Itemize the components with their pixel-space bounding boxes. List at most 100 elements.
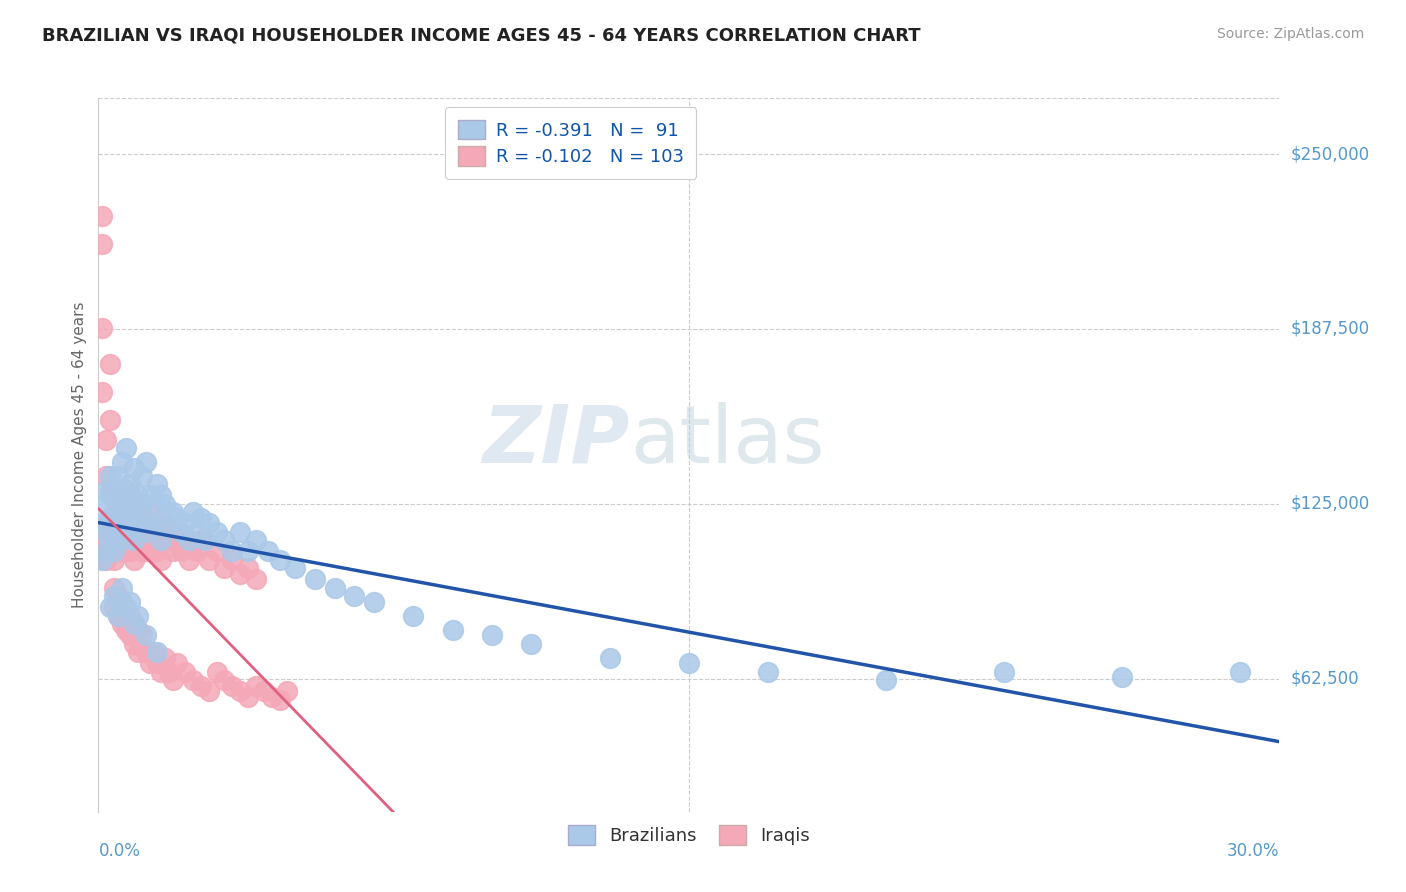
Point: [599, 650, 621, 665]
Point: [91, 384, 114, 399]
Point: [155, 497, 177, 511]
Point: [107, 497, 129, 511]
Point: [107, 524, 129, 539]
Point: [98, 511, 121, 525]
Point: [131, 628, 153, 642]
Point: [142, 497, 165, 511]
Point: [276, 684, 298, 698]
Point: [221, 544, 243, 558]
Point: [118, 488, 141, 502]
Point: [269, 553, 291, 567]
Point: [146, 657, 169, 671]
Point: [197, 516, 219, 531]
Point: [103, 589, 125, 603]
Point: [127, 533, 149, 548]
Text: atlas: atlas: [630, 401, 824, 480]
Point: [756, 665, 779, 679]
Point: [118, 608, 141, 623]
Point: [127, 623, 149, 637]
Point: [96, 544, 118, 558]
Point: [115, 623, 138, 637]
Point: [111, 581, 134, 595]
Point: [103, 600, 125, 615]
Point: [181, 505, 204, 519]
Point: [138, 657, 160, 671]
Point: [190, 679, 212, 693]
Point: [138, 488, 160, 502]
Point: [194, 533, 217, 548]
Point: [1229, 665, 1251, 679]
Point: [166, 511, 188, 525]
Point: [205, 524, 228, 539]
Point: [245, 573, 267, 587]
Text: $187,500: $187,500: [1291, 320, 1369, 338]
Point: [481, 628, 503, 642]
Point: [127, 516, 149, 531]
Point: [107, 608, 129, 623]
Point: [138, 505, 160, 519]
Point: [122, 617, 145, 632]
Point: [96, 469, 118, 483]
Point: [118, 505, 141, 519]
Point: [155, 516, 177, 531]
Point: [166, 657, 188, 671]
Point: [221, 679, 243, 693]
Point: [122, 533, 145, 548]
Point: [205, 544, 228, 558]
Point: [174, 665, 197, 679]
Point: [146, 477, 169, 491]
Point: [157, 533, 180, 548]
Point: [229, 566, 252, 581]
Point: [115, 600, 138, 615]
Point: [214, 673, 236, 688]
Point: [98, 533, 121, 548]
Point: [127, 516, 149, 531]
Point: [1111, 670, 1133, 684]
Point: [135, 645, 157, 659]
Point: [170, 544, 193, 558]
Point: [174, 516, 197, 531]
Point: [441, 623, 464, 637]
Point: [875, 673, 897, 688]
Point: [96, 524, 118, 539]
Point: [135, 524, 157, 539]
Point: [170, 524, 193, 539]
Point: [162, 505, 184, 519]
Point: [181, 539, 204, 553]
Point: [122, 497, 145, 511]
Point: [91, 236, 114, 251]
Point: [96, 544, 118, 558]
Point: [91, 533, 114, 548]
Point: [236, 561, 259, 575]
Point: [402, 608, 425, 623]
Point: [127, 608, 149, 623]
Y-axis label: Householder Income Ages 45 - 64 years: Householder Income Ages 45 - 64 years: [72, 301, 87, 608]
Point: [135, 524, 157, 539]
Point: [146, 544, 169, 558]
Point: [150, 665, 173, 679]
Point: [111, 511, 134, 525]
Point: [245, 533, 267, 548]
Point: [142, 645, 165, 659]
Point: [103, 581, 125, 595]
Point: [138, 516, 160, 531]
Point: [98, 469, 121, 483]
Legend: Brazilians, Iraqis: Brazilians, Iraqis: [557, 814, 821, 856]
Point: [122, 617, 145, 632]
Point: [103, 505, 125, 519]
Point: [91, 320, 114, 334]
Point: [115, 544, 138, 558]
Point: [107, 488, 129, 502]
Point: [111, 497, 134, 511]
Point: [186, 544, 208, 558]
Point: [146, 524, 169, 539]
Point: [122, 505, 145, 519]
Text: ZIP: ZIP: [482, 401, 630, 480]
Point: [118, 595, 141, 609]
Point: [96, 497, 118, 511]
Point: [269, 693, 291, 707]
Point: [111, 511, 134, 525]
Text: $125,000: $125,000: [1291, 495, 1369, 513]
Point: [103, 544, 125, 558]
Point: [197, 553, 219, 567]
